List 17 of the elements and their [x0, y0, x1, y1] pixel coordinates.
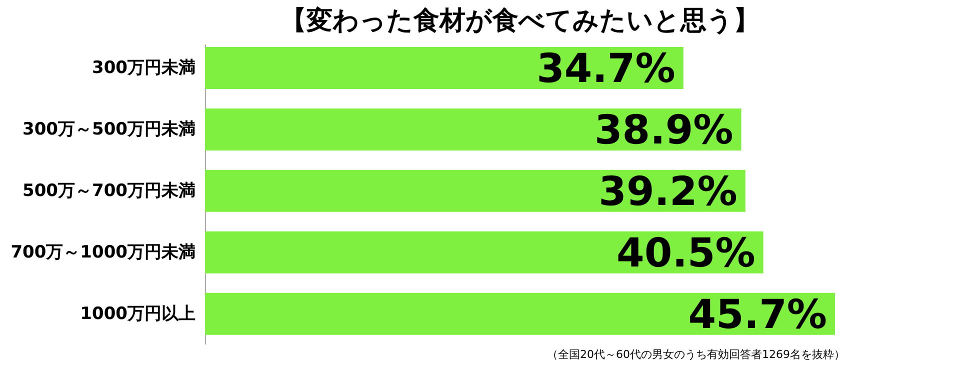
data-label: 39.2% [598, 168, 738, 215]
bar [205, 170, 746, 212]
y-tick-label: 1000万円以上 [80, 304, 196, 324]
data-label: 38.9% [594, 107, 734, 154]
data-label: 40.5% [616, 230, 756, 276]
chart-title: 【変わった食材が食べてみたいと思う】 [280, 6, 760, 36]
data-label: 45.7% [688, 292, 827, 338]
y-tick-label: 300万～500万円未満 [22, 119, 196, 140]
bar [205, 46, 684, 89]
y-tick-label: 300万円未満 [92, 58, 196, 78]
y-tick-label: 500万～700万円未満 [22, 180, 196, 201]
bar [205, 231, 764, 274]
y-tick-label: 700万～1000万円未満 [10, 242, 196, 262]
bar [205, 108, 742, 150]
text: （全国20代～60代の男女のうち有効回答者1269名を抜粋） [547, 348, 845, 361]
data-label: 34.7% [536, 46, 676, 92]
bar [205, 292, 835, 335]
